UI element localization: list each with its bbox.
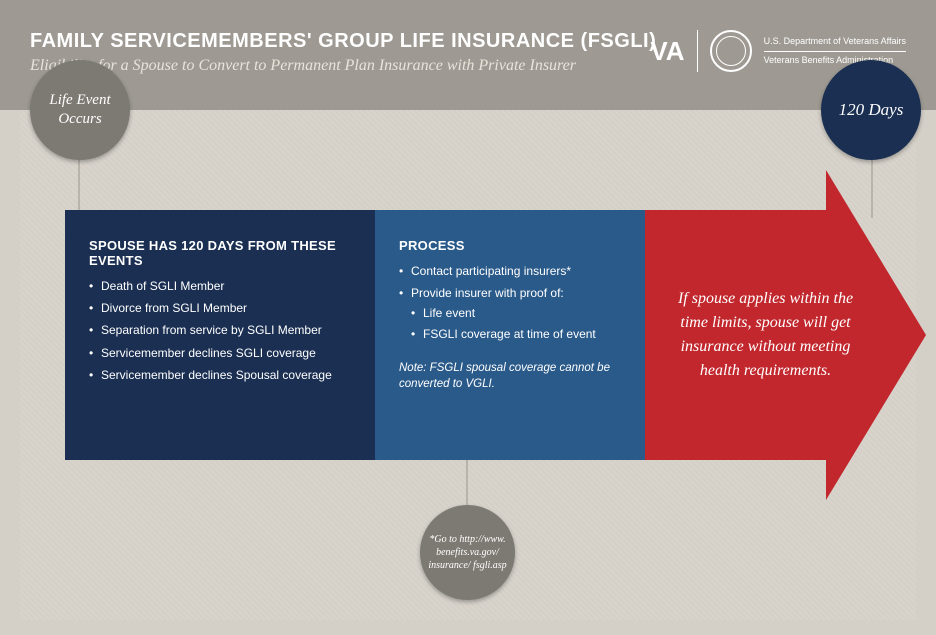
circle-label: Life Event Occurs [30,91,130,129]
list-item: Death of SGLI Member [89,278,351,294]
list-item: Servicemember declines Spousal coverage [89,367,351,383]
outcome-text: If spouse applies within the time limits… [675,210,856,460]
process-list: Contact participating insurers* Provide … [399,263,621,342]
days-circle: 120 Days [821,60,921,160]
list-item: Separation from service by SGLI Member [89,322,351,338]
list-item: Divorce from SGLI Member [89,300,351,316]
divider [697,30,698,72]
list-item: Servicemember declines SGLI coverage [89,345,351,361]
panel-heading: SPOUSE HAS 120 DAYS FROM THESE EVENTS [89,238,351,268]
circle-label: *Go to http://www. benefits.va.gov/ insu… [428,533,507,572]
list-item-text: Provide insurer with proof of: [411,286,564,300]
life-event-circle: Life Event Occurs [30,60,130,160]
va-wordmark: VA [650,36,684,67]
va-seal-icon [710,30,752,72]
connector-line [78,158,80,218]
sub-list-item: FSGLI coverage at time of event [411,326,621,342]
dept-line1: U.S. Department of Veterans Affairs [764,36,906,48]
panel-heading: PROCESS [399,238,621,253]
process-panel: PROCESS Contact participating insurers* … [375,210,645,460]
outcome-panel: If spouse applies within the time limits… [645,210,926,460]
panel-note: Note: FSGLI spousal coverage cannot be c… [399,360,621,392]
connector-line [466,460,468,510]
sub-list-item: Life event [411,305,621,321]
flow-arrow: SPOUSE HAS 120 DAYS FROM THESE EVENTS De… [65,210,926,460]
header: FAMILY SERVICEMEMBERS' GROUP LIFE INSURA… [0,0,936,110]
events-panel: SPOUSE HAS 120 DAYS FROM THESE EVENTS De… [65,210,375,460]
footnote-circle: *Go to http://www. benefits.va.gov/ insu… [420,505,515,600]
content-area: Life Event Occurs 120 Days SPOUSE HAS 12… [20,110,916,620]
circle-label: 120 Days [839,99,904,120]
list-item: Provide insurer with proof of: Life even… [399,285,621,342]
list-item: Contact participating insurers* [399,263,621,279]
events-list: Death of SGLI Member Divorce from SGLI M… [89,278,351,383]
